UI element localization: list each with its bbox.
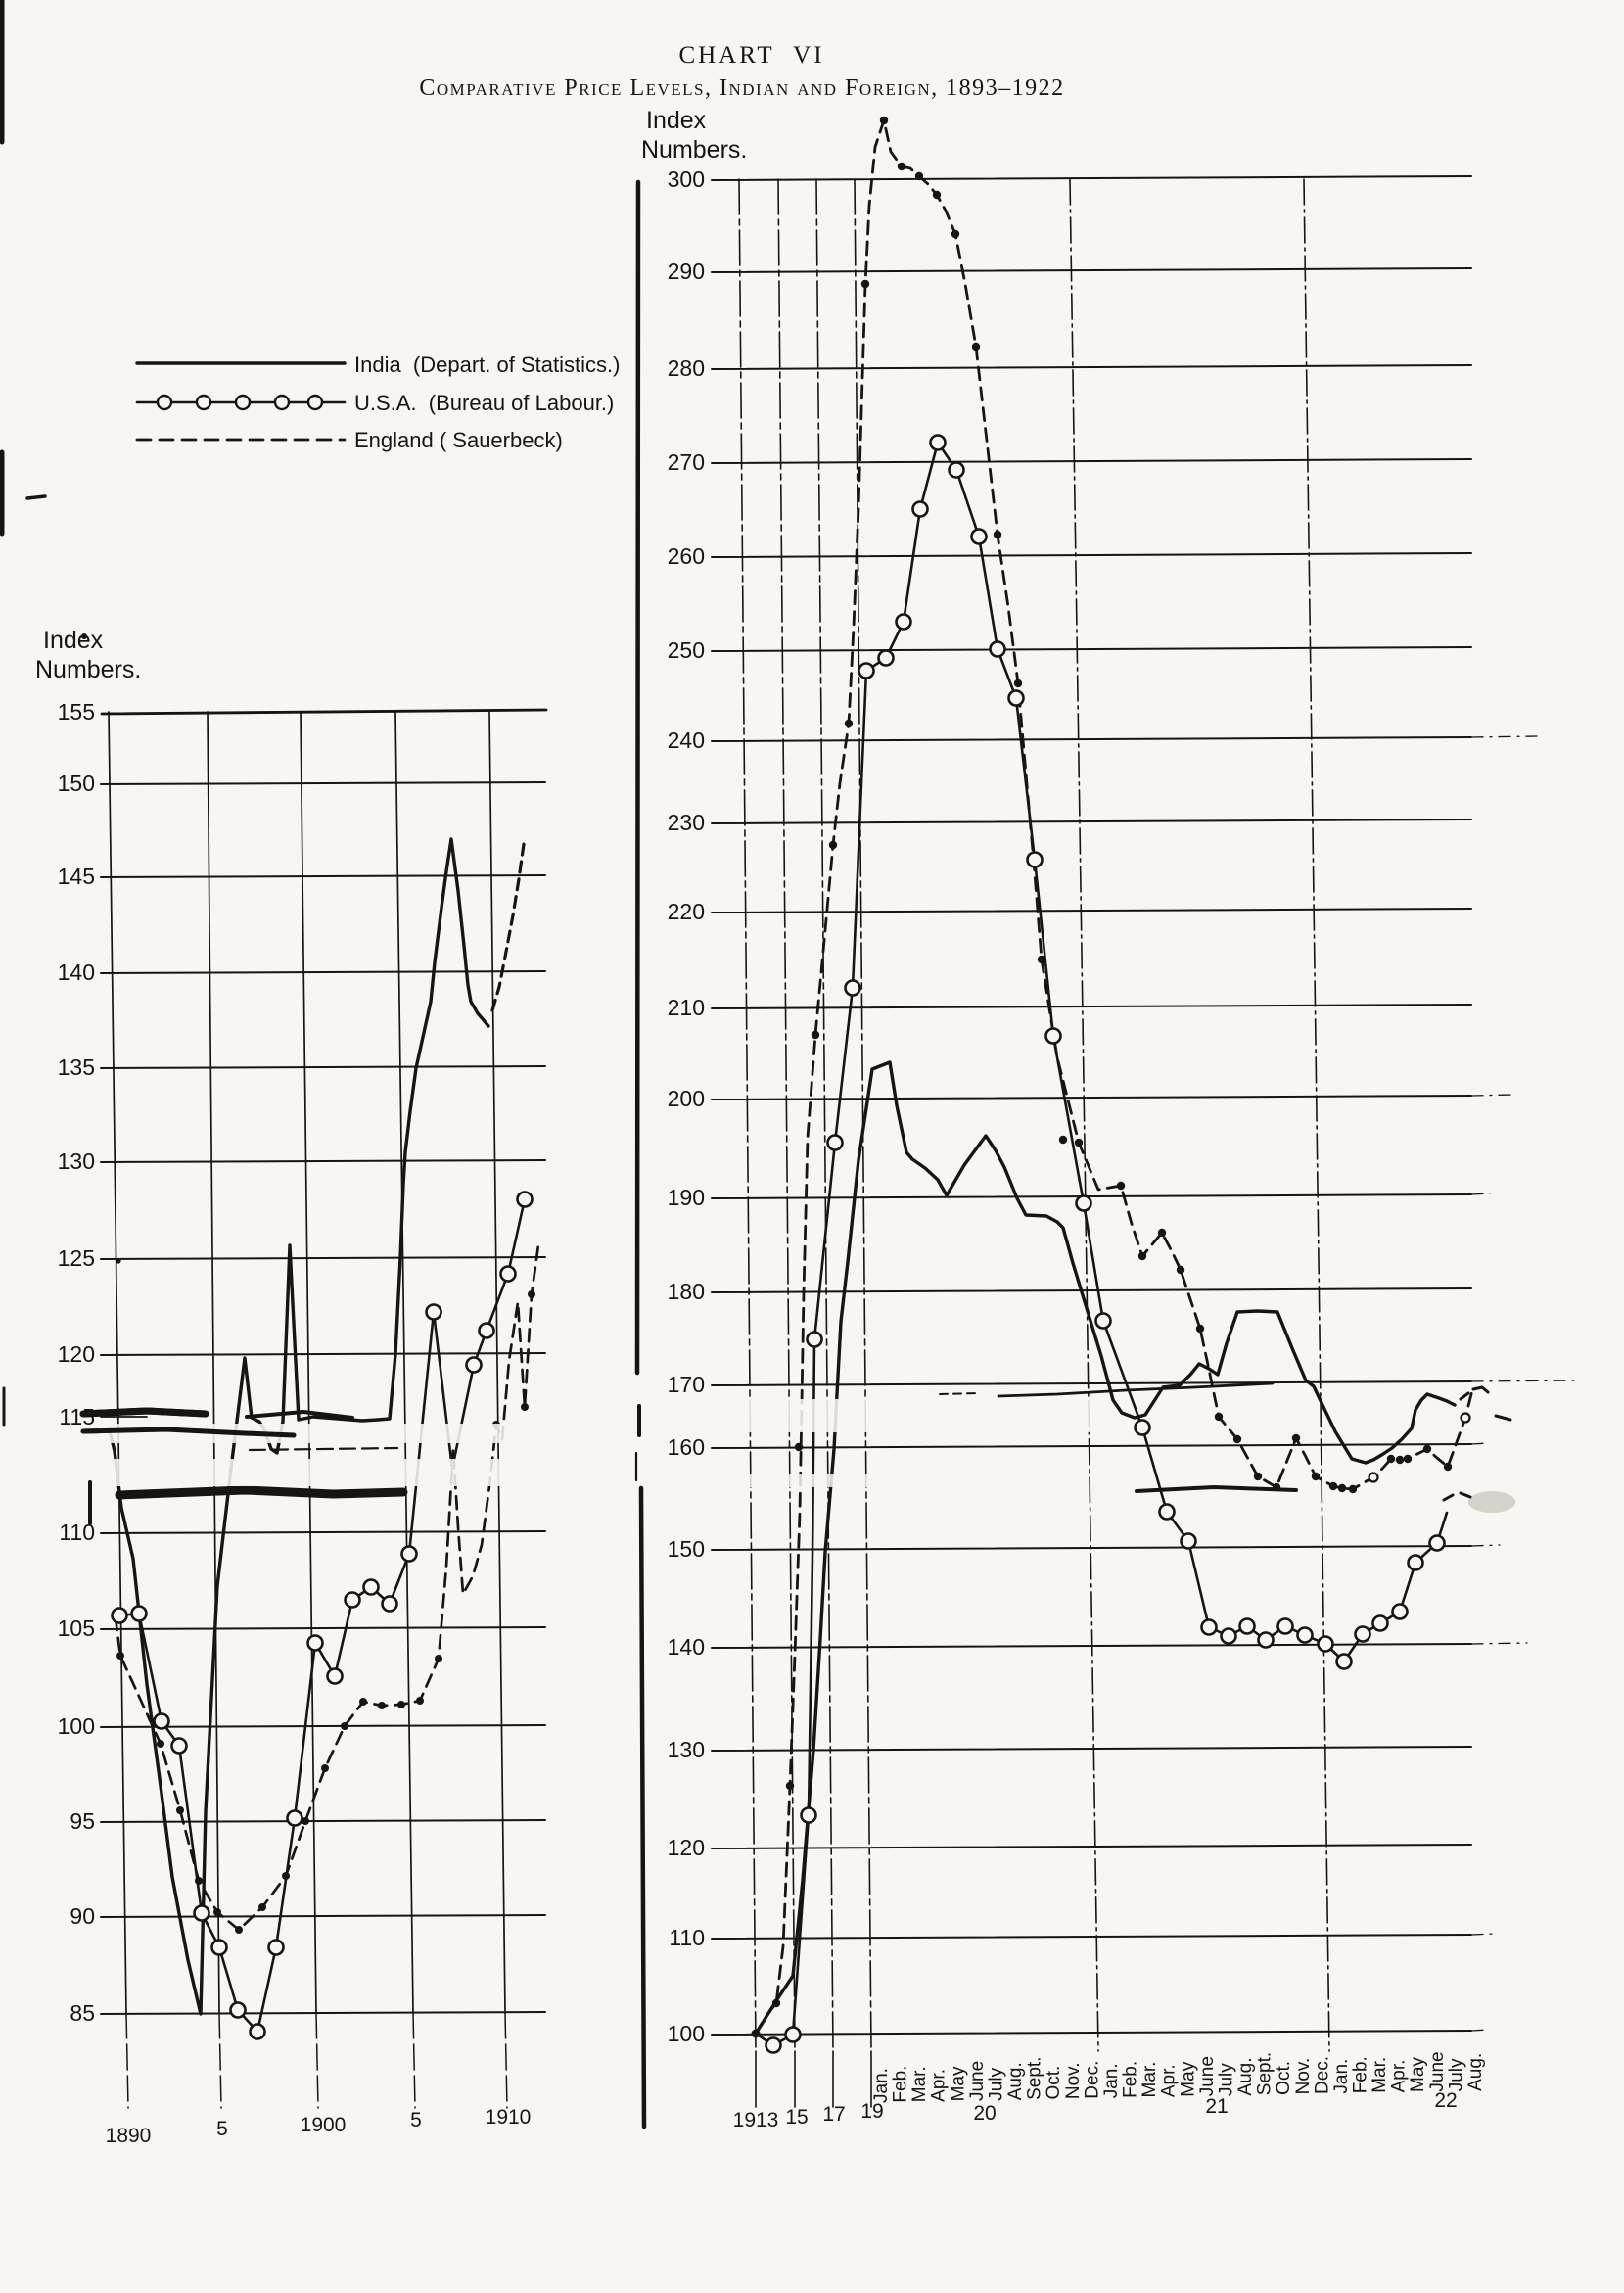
svg-text:15: 15 bbox=[785, 2106, 808, 2129]
svg-text:Numbers.: Numbers. bbox=[35, 656, 141, 683]
svg-text:Feb.: Feb. bbox=[891, 2066, 911, 2103]
svg-text:160: 160 bbox=[668, 1434, 705, 1460]
svg-text:105: 105 bbox=[58, 1615, 95, 1641]
svg-text:May: May bbox=[1178, 2061, 1198, 2096]
svg-text:5: 5 bbox=[216, 2118, 228, 2140]
svg-text:95: 95 bbox=[70, 1808, 95, 1834]
svg-text:125: 125 bbox=[58, 1245, 95, 1271]
svg-text:85: 85 bbox=[70, 2000, 95, 2026]
svg-text:England ( Sauerbeck): England ( Sauerbeck) bbox=[354, 428, 563, 452]
svg-text:Mar.: Mar. bbox=[1369, 2057, 1390, 2093]
svg-text:Jan.: Jan. bbox=[1331, 2059, 1352, 2094]
svg-text:Numbers.: Numbers. bbox=[641, 136, 747, 164]
svg-text:170: 170 bbox=[668, 1372, 705, 1397]
svg-text:Jan.: Jan. bbox=[1101, 2063, 1122, 2098]
svg-text:June: June bbox=[1427, 2051, 1448, 2091]
svg-text:Apr.: Apr. bbox=[1389, 2060, 1410, 2093]
svg-text:260: 260 bbox=[668, 543, 705, 569]
svg-text:Nov.: Nov. bbox=[1063, 2062, 1084, 2099]
svg-text:180: 180 bbox=[668, 1279, 705, 1304]
svg-text:CHART VI: CHART VI bbox=[678, 42, 824, 69]
svg-text:July: July bbox=[1446, 2058, 1466, 2091]
svg-text:1910: 1910 bbox=[486, 2106, 532, 2129]
svg-text:20: 20 bbox=[973, 2102, 996, 2125]
svg-text:July: July bbox=[1216, 2063, 1236, 2096]
svg-text:5: 5 bbox=[410, 2109, 422, 2131]
svg-text:200: 200 bbox=[668, 1086, 705, 1111]
svg-text:Feb.: Feb. bbox=[1351, 2056, 1371, 2093]
svg-text:Oct.: Oct. bbox=[1044, 2066, 1064, 2100]
svg-text:120: 120 bbox=[58, 1341, 95, 1367]
svg-text:130: 130 bbox=[58, 1148, 95, 1174]
svg-text:June: June bbox=[1197, 2056, 1218, 2096]
svg-text:Comparative Price Levels, Indi: Comparative Price Levels, Indian and For… bbox=[419, 75, 1064, 101]
svg-text:130: 130 bbox=[668, 1737, 705, 1762]
svg-text:June: June bbox=[967, 2061, 988, 2101]
svg-text:Dec.: Dec. bbox=[1082, 2061, 1102, 2099]
svg-text:90: 90 bbox=[70, 1903, 95, 1929]
svg-text:240: 240 bbox=[668, 727, 705, 753]
svg-text:Nov.: Nov. bbox=[1293, 2058, 1314, 2095]
svg-text:Aug.: Aug. bbox=[1465, 2053, 1486, 2091]
svg-text:100: 100 bbox=[668, 2021, 705, 2046]
svg-text:220: 220 bbox=[668, 899, 705, 924]
svg-text:17: 17 bbox=[822, 2103, 845, 2126]
svg-text:Apr.: Apr. bbox=[1159, 2064, 1180, 2097]
svg-text:May: May bbox=[1408, 2057, 1428, 2092]
svg-text:110: 110 bbox=[669, 1925, 705, 1950]
svg-text:Apr.: Apr. bbox=[929, 2069, 950, 2102]
svg-text:1913: 1913 bbox=[733, 2109, 779, 2131]
svg-text:July: July bbox=[987, 2067, 1007, 2100]
svg-text:250: 250 bbox=[668, 637, 705, 663]
svg-text:135: 135 bbox=[58, 1054, 95, 1080]
svg-text:1890: 1890 bbox=[106, 2125, 152, 2147]
svg-text:Aug.: Aug. bbox=[1005, 2062, 1026, 2100]
svg-text:Feb.: Feb. bbox=[1121, 2061, 1141, 2098]
svg-text:120: 120 bbox=[668, 1835, 705, 1860]
svg-text:140: 140 bbox=[668, 1634, 705, 1660]
svg-text:270: 270 bbox=[668, 449, 705, 475]
svg-text:Aug.: Aug. bbox=[1235, 2058, 1256, 2096]
svg-text:Index: Index bbox=[43, 627, 104, 654]
svg-text:100: 100 bbox=[58, 1713, 95, 1739]
svg-text:300: 300 bbox=[668, 166, 705, 192]
svg-text:150: 150 bbox=[668, 1536, 705, 1562]
svg-text:U.S.A. (Bureau of Labour.): U.S.A. (Bureau of Labour.) bbox=[354, 391, 614, 415]
svg-text:290: 290 bbox=[668, 258, 705, 284]
svg-text:May: May bbox=[948, 2066, 968, 2101]
svg-text:Index: Index bbox=[646, 107, 707, 134]
svg-text:150: 150 bbox=[58, 771, 95, 796]
svg-text:155: 155 bbox=[58, 699, 95, 725]
svg-text:Sept.: Sept. bbox=[1025, 2057, 1045, 2100]
svg-text:230: 230 bbox=[668, 810, 705, 835]
svg-text:Mar.: Mar. bbox=[909, 2066, 930, 2102]
svg-text:21: 21 bbox=[1205, 2095, 1228, 2118]
svg-text:190: 190 bbox=[668, 1185, 705, 1210]
svg-text:Sept.: Sept. bbox=[1255, 2052, 1276, 2095]
svg-text:280: 280 bbox=[668, 355, 705, 381]
svg-text:1900: 1900 bbox=[301, 2114, 347, 2136]
svg-text:Dec.: Dec. bbox=[1312, 2056, 1332, 2094]
svg-text:Mar.: Mar. bbox=[1139, 2062, 1160, 2098]
svg-text:22: 22 bbox=[1434, 2089, 1457, 2112]
svg-text:145: 145 bbox=[58, 864, 95, 889]
svg-text:Jan.: Jan. bbox=[871, 2068, 892, 2103]
svg-text:19: 19 bbox=[860, 2100, 883, 2123]
svg-text:210: 210 bbox=[668, 995, 705, 1020]
svg-text:Oct.: Oct. bbox=[1274, 2061, 1294, 2095]
svg-text:140: 140 bbox=[58, 959, 95, 985]
svg-text:India (Depart. of Statistics.: India (Depart. of Statistics.) bbox=[354, 352, 620, 377]
